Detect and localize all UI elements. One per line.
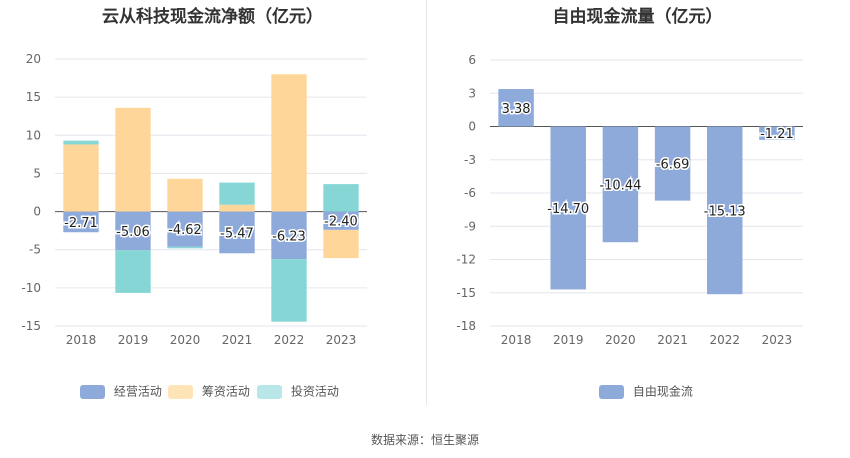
panel-divider bbox=[426, 0, 427, 405]
left-chart-bar-2022-s1 bbox=[271, 74, 307, 212]
left-chart-bar-2019-s0 bbox=[115, 211, 151, 251]
left-chart-bar-2022-s2 bbox=[271, 259, 307, 322]
right-chart-y-tick-label: -15 bbox=[456, 286, 476, 300]
right-chart-y-tick-label: -12 bbox=[456, 253, 476, 267]
right-chart-x-tick-label: 2020 bbox=[605, 333, 636, 347]
left-chart-x-tick-label: 2022 bbox=[274, 333, 305, 347]
left-chart-x-tick-label: 2020 bbox=[170, 333, 201, 347]
right-chart-y-tick-label: -3 bbox=[464, 153, 476, 167]
left-chart-bar-2021-s0 bbox=[219, 211, 255, 254]
left-chart-bar-2018-s0 bbox=[63, 211, 99, 233]
left-legend: 经营活动 筹资活动 投资活动 bbox=[80, 383, 380, 399]
legend-item-financing[interactable]: 筹资活动 bbox=[168, 383, 250, 399]
right-chart-data-label: -6.69 bbox=[656, 158, 690, 173]
legend-swatch-free-cash-flow bbox=[599, 384, 624, 399]
left-chart-bar-2018-s1 bbox=[63, 144, 99, 212]
left-chart-data-label: -5.06 bbox=[116, 225, 150, 240]
right-chart-y-tick-label: 6 bbox=[468, 53, 476, 67]
left-chart-y-tick-label: 0 bbox=[33, 205, 41, 219]
left-chart-bar-2018-s2 bbox=[63, 140, 99, 145]
right-chart-bar-2021-s0 bbox=[654, 126, 691, 201]
right-chart-bar-2019-s0 bbox=[550, 126, 586, 290]
right-chart-y-tick-label: -6 bbox=[464, 186, 476, 200]
left-chart-y-tick-label: 20 bbox=[26, 52, 41, 66]
right-chart-bar-2018-s0 bbox=[498, 89, 534, 127]
left-chart-bar-2023-s1 bbox=[323, 229, 359, 259]
right-chart-y-tick-label: 3 bbox=[468, 86, 476, 100]
right-chart-y-tick-label: -18 bbox=[456, 319, 476, 333]
right-chart-x-tick-label: 2021 bbox=[657, 333, 688, 347]
left-chart-data-label: -4.62 bbox=[168, 223, 202, 238]
right-chart-data-label: -1.21 bbox=[760, 127, 794, 142]
right-chart-x-tick-label: 2018 bbox=[501, 333, 532, 347]
right-chart-data-label: -15.13 bbox=[704, 204, 746, 219]
left-chart-x-tick-label: 2023 bbox=[326, 333, 357, 347]
left-chart-bar-2023-s2 bbox=[323, 184, 359, 212]
legend-swatch-operating bbox=[80, 384, 105, 399]
right-chart-x-tick-label: 2022 bbox=[709, 333, 740, 347]
left-chart-x-tick-label: 2019 bbox=[118, 333, 149, 347]
right-legend: 自由现金流 bbox=[599, 383, 719, 399]
left-chart-y-tick-label: -10 bbox=[21, 281, 41, 295]
left-chart-y-tick-label: 15 bbox=[26, 90, 41, 104]
charts-canvas: 20 15 10 5 0 -5 -10 -15 2018 2019 2020 2021 2022 2023… bbox=[21, 52, 803, 347]
legend-label-financing: 筹资活动 bbox=[201, 384, 250, 399]
left-chart-bar-2023-s0 bbox=[323, 211, 359, 230]
right-chart-x-tick-label: 2019 bbox=[553, 333, 584, 347]
legend-swatch-financing bbox=[168, 384, 193, 399]
left-chart-bar-2019-s1 bbox=[115, 107, 151, 212]
legend-item-free-cash-flow[interactable]: 自由现金流 bbox=[599, 383, 693, 399]
right-chart-y-tick-label: -9 bbox=[464, 219, 476, 233]
legend-item-operating[interactable]: 经营活动 bbox=[80, 383, 162, 399]
left-chart-x-tick-label: 2018 bbox=[66, 333, 97, 347]
left-chart-data-label: -2.40 bbox=[324, 215, 358, 230]
right-chart-bar-2020-s0 bbox=[602, 126, 639, 243]
right-chart-bar-2022-s0 bbox=[707, 126, 743, 295]
left-chart-data-label: -5.47 bbox=[220, 226, 254, 241]
legend-label-investing: 投资活动 bbox=[290, 384, 339, 399]
left-chart-x-tick-label: 2021 bbox=[222, 333, 253, 347]
right-chart-x-tick-label: 2023 bbox=[762, 333, 793, 347]
data-source-note: 数据来源：恒生聚源 bbox=[370, 433, 479, 447]
legend-label-operating: 经营活动 bbox=[113, 384, 162, 399]
left-chart-bar-2021-s2 bbox=[219, 182, 255, 205]
right-chart-data-label: -14.70 bbox=[547, 202, 589, 217]
right-chart-title: 自由现金流量（亿元） bbox=[552, 7, 723, 27]
legend-item-investing[interactable]: 投资活动 bbox=[257, 383, 339, 399]
left-chart-bar-2020-s1 bbox=[167, 178, 203, 212]
left-chart-y-tick-label: -15 bbox=[21, 319, 41, 333]
left-chart-bar-2020-s0 bbox=[167, 211, 203, 247]
left-chart-y-tick-label: 10 bbox=[26, 128, 41, 142]
right-chart-y-tick-label: 0 bbox=[468, 120, 476, 134]
left-chart-y-tick-label: -5 bbox=[29, 243, 41, 257]
legend-swatch-investing bbox=[257, 384, 282, 399]
right-chart-data-label: -10.44 bbox=[599, 178, 641, 193]
left-chart-y-tick-label: 5 bbox=[33, 166, 41, 180]
right-chart-data-label: 3.38 bbox=[502, 102, 531, 117]
left-chart-title: 云从科技现金流净额（亿元） bbox=[102, 7, 323, 27]
left-chart-bar-2022-s0 bbox=[271, 211, 307, 260]
left-chart-data-label: -2.71 bbox=[64, 216, 98, 231]
left-chart-bar-2021-s1 bbox=[219, 204, 255, 212]
left-chart-bar-2020-s2 bbox=[167, 246, 203, 249]
right-chart-bar-2023-s0 bbox=[759, 126, 795, 140]
left-chart-bar-2019-s2 bbox=[115, 250, 151, 293]
left-chart-data-label: -6.23 bbox=[272, 229, 306, 244]
legend-label-free-cash-flow: 自由现金流 bbox=[632, 384, 693, 399]
